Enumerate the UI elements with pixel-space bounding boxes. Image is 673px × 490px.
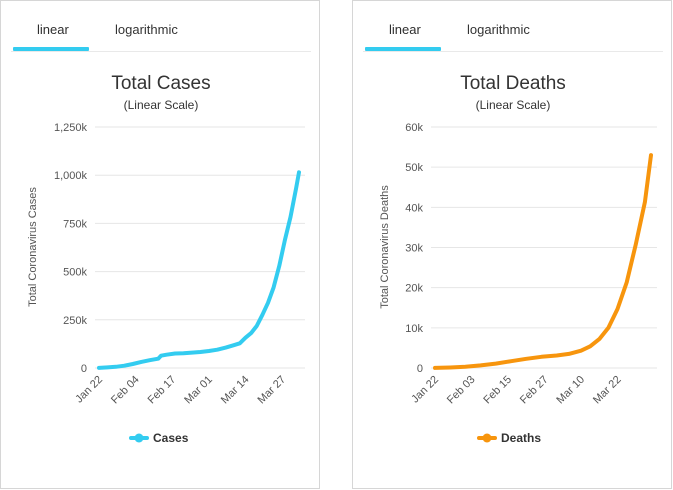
x-tick-label: Feb 17 xyxy=(146,374,179,407)
scale-tabs: linear logarithmic xyxy=(11,1,311,52)
legend-item-deaths[interactable]: Deaths xyxy=(477,431,541,445)
y-tick-labels: 0 10k 20k 30k 40k 50k 60k xyxy=(405,122,423,375)
x-tick-label: Feb 15 xyxy=(481,374,514,407)
y-tick-label: 50k xyxy=(405,162,423,174)
legend-label-cases: Cases xyxy=(153,431,189,445)
chart-subtitle: (Linear Scale) xyxy=(124,98,199,112)
chart-title: Total Cases xyxy=(111,73,210,94)
y-tick-label: 0 xyxy=(81,363,87,375)
y-tick-label: 0 xyxy=(417,363,423,375)
x-tick-labels: Jan 22 Feb 03 Feb 15 Feb 27 Mar 10 Mar 22 xyxy=(409,374,623,407)
legend-label-deaths: Deaths xyxy=(501,431,541,445)
series-line-deaths xyxy=(433,153,653,370)
x-tick-label: Feb 03 xyxy=(445,374,478,407)
active-tab-indicator xyxy=(365,47,441,51)
x-tick-label: Mar 22 xyxy=(591,374,624,407)
deaths-line-chart: Total Deaths (Linear Scale) Total Corona… xyxy=(379,73,657,445)
y-axis-label: Total Coronavirus Deaths xyxy=(379,185,391,309)
y-tick-labels: 0 250k 500k 750k 1,000k 1,250k xyxy=(54,122,88,375)
tab-logarithmic[interactable]: logarithmic xyxy=(115,22,178,37)
y-tick-label: 20k xyxy=(405,283,423,295)
y-tick-label: 30k xyxy=(405,243,423,255)
legend-marker-deaths xyxy=(482,433,492,443)
y-axis-label: Total Coronavirus Cases xyxy=(27,187,39,307)
legend-item-cases[interactable]: Cases xyxy=(129,431,189,445)
deaths-chart-panel: linear logarithmic Total Deaths (Linear … xyxy=(352,0,672,489)
cases-chart-panel: linear logarithmic Total Cases (Linear S… xyxy=(0,0,320,489)
x-tick-label: Feb 27 xyxy=(518,374,551,407)
y-tick-label: 750k xyxy=(63,218,87,230)
x-tick-label: Mar 14 xyxy=(219,374,252,407)
tab-linear[interactable]: linear xyxy=(37,22,69,37)
tab-linear[interactable]: linear xyxy=(389,22,421,37)
y-tick-label: 500k xyxy=(63,267,87,279)
x-tick-label: Mar 27 xyxy=(256,374,289,407)
x-tick-label: Mar 01 xyxy=(182,374,215,407)
y-tick-label: 60k xyxy=(405,122,423,134)
chart-subtitle: (Linear Scale) xyxy=(476,98,551,112)
y-tick-label: 1,250k xyxy=(54,122,88,134)
scale-tabs: linear logarithmic xyxy=(363,1,663,52)
x-tick-label: Jan 22 xyxy=(409,374,441,406)
tab-logarithmic[interactable]: logarithmic xyxy=(467,22,530,37)
y-tick-label: 10k xyxy=(405,323,423,335)
gridlines xyxy=(431,126,657,369)
cases-line-chart: Total Cases (Linear Scale) Total Coronav… xyxy=(27,73,305,445)
active-tab-indicator xyxy=(13,47,89,51)
y-tick-label: 1,000k xyxy=(54,170,88,182)
y-tick-label: 40k xyxy=(405,202,423,214)
series-line-cases xyxy=(97,170,301,370)
y-tick-label: 250k xyxy=(63,315,87,327)
legend-marker-cases xyxy=(134,433,144,443)
x-tick-labels: Jan 22 Feb 04 Feb 17 Mar 01 Mar 14 Mar 27 xyxy=(73,374,288,407)
x-tick-label: Jan 22 xyxy=(73,374,105,406)
x-tick-label: Mar 10 xyxy=(554,374,587,407)
x-tick-label: Feb 04 xyxy=(109,374,142,407)
gridlines xyxy=(95,126,305,369)
chart-title: Total Deaths xyxy=(460,73,566,94)
